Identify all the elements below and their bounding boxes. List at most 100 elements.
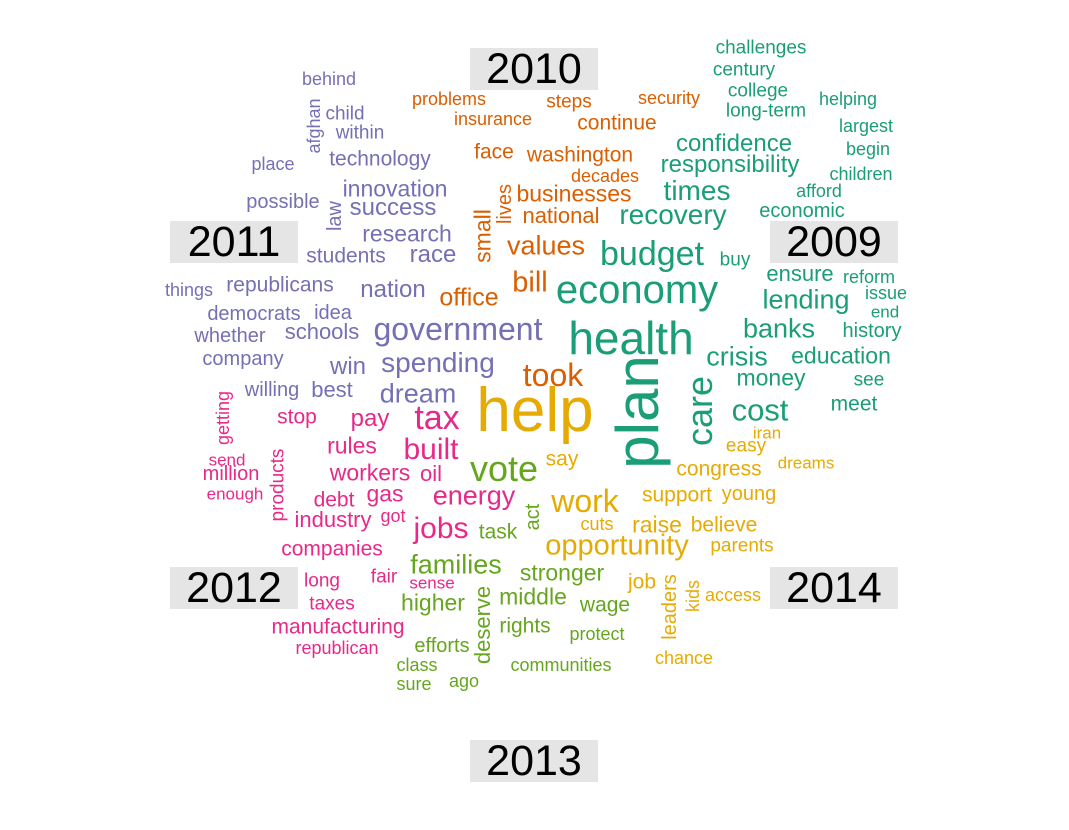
word-dreams: dreams [777, 453, 835, 473]
word-responsibility: responsibility [660, 151, 800, 178]
word-young: young [721, 483, 777, 505]
word-work: work [551, 483, 619, 519]
word-debt: debt [313, 488, 355, 512]
word-families: families [410, 549, 502, 580]
year-label-2011: 2011 [170, 221, 298, 264]
word-largest: largest [838, 116, 894, 136]
word-dream: dream [379, 378, 457, 409]
word-republicans: republicans [226, 273, 334, 297]
word-businesses: businesses [516, 180, 632, 207]
word-tax: tax [414, 399, 460, 437]
word-protect: protect [569, 624, 625, 644]
word-security: security [637, 88, 701, 108]
word-gas: gas [366, 480, 404, 507]
word-job: job [627, 570, 657, 594]
word-chance: chance [654, 648, 714, 668]
year-label-2012: 2012 [170, 567, 298, 610]
word-begin: begin [845, 139, 891, 159]
word-crisis: crisis [706, 341, 768, 372]
word-schools: schools [284, 319, 360, 344]
word-workers: workers [329, 459, 411, 486]
word-got: got [380, 506, 406, 526]
word-technology: technology [329, 147, 431, 171]
word-afghan: afghan [304, 98, 324, 154]
word-budget: budget [600, 235, 704, 273]
word-bill: bill [512, 266, 548, 299]
word-care: care [679, 375, 720, 447]
word-wage: wage [579, 593, 631, 617]
word-continue: continue [577, 111, 657, 135]
word-problems: problems [411, 89, 487, 109]
word-believe: believe [690, 513, 758, 537]
word-sense: sense [409, 573, 455, 593]
word-see: see [853, 369, 885, 391]
year-label-2010: 2010 [470, 48, 598, 91]
word-banks: banks [742, 313, 816, 344]
word-say: say [545, 447, 579, 471]
word-helping: helping [818, 89, 878, 109]
word-kids: kids [683, 579, 703, 613]
word-behind: behind [301, 69, 357, 89]
word-plan: plan [604, 355, 671, 469]
word-send: send [208, 450, 246, 470]
word-end: end [870, 302, 900, 322]
word-challenges: challenges [715, 37, 807, 59]
word-stronger: stronger [519, 559, 605, 586]
word-cost: cost [731, 392, 789, 428]
word-office: office [439, 283, 499, 312]
word-raise: raise [632, 511, 682, 538]
word-health: health [568, 312, 694, 364]
word-economy: economy [555, 268, 719, 312]
word-education: education [791, 342, 891, 369]
word-history: history [842, 320, 902, 342]
word-steps: steps [546, 91, 592, 113]
word-college: college [727, 80, 789, 102]
word-companies: companies [281, 537, 383, 561]
word-enough: enough [206, 484, 264, 504]
word-pay: pay [350, 405, 390, 432]
word-spending: spending [381, 347, 495, 378]
word-long: long [304, 570, 340, 592]
word-innovation: innovation [342, 175, 448, 202]
word-meet: meet [830, 392, 878, 416]
word-republican: republican [295, 638, 379, 658]
word-ago: ago [448, 671, 480, 691]
word-idea: idea [314, 302, 352, 324]
word-iran: iran [752, 423, 782, 443]
word-child: child [325, 103, 365, 125]
word-stop: stop [277, 405, 317, 429]
word-getting: getting [213, 390, 233, 446]
word-success: success [349, 194, 437, 221]
word-vote: vote [469, 448, 539, 489]
word-confidence: confidence [675, 130, 793, 157]
word-middle: middle [499, 583, 567, 610]
word-built: built [403, 433, 459, 466]
word-fair: fair [370, 566, 398, 588]
word-race: race [409, 241, 457, 268]
word-insurance: insurance [453, 109, 533, 129]
word-energy: energy [432, 480, 516, 511]
word-leaders: leaders [659, 574, 681, 640]
word-children: children [829, 164, 893, 184]
word-taxes: taxes [309, 593, 355, 615]
word-act: act [522, 503, 544, 531]
word-place: place [251, 154, 295, 174]
word-products: products [267, 448, 289, 522]
word-rules: rules [327, 432, 377, 459]
year-label-2014: 2014 [770, 567, 898, 610]
word-jobs: jobs [413, 512, 469, 545]
word-times: times [663, 175, 731, 206]
word-possible: possible [246, 191, 320, 213]
word-company: company [202, 348, 284, 370]
word-deserve: deserve [470, 585, 495, 665]
word-decades: decades [570, 166, 640, 186]
word-whether: whether [194, 325, 266, 347]
word-things: things [164, 280, 214, 300]
word-communities: communities [510, 655, 612, 675]
word-century: century [712, 59, 776, 81]
word-access: access [704, 585, 762, 605]
word-higher: higher [401, 589, 465, 616]
word-help: help [476, 376, 594, 445]
word-economic: economic [759, 200, 845, 222]
word-law: law [324, 200, 346, 232]
